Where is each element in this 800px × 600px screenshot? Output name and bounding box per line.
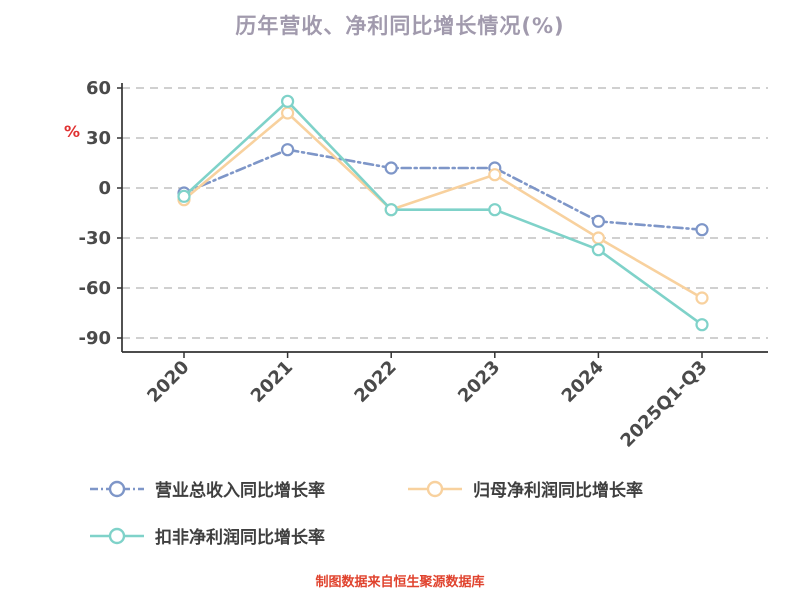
x-tick-label: 2022 — [350, 357, 400, 407]
y-tick-label: -30 — [78, 228, 111, 249]
revenue-line — [182, 148, 704, 231]
x-tick-label: 2025Q1-Q3 — [617, 357, 712, 452]
x-tick-label: 2021 — [247, 357, 297, 407]
net-profit-line — [182, 111, 704, 300]
x-tick-label: 2024 — [558, 357, 608, 407]
revenue-marker — [281, 143, 295, 157]
net-profit-marker — [591, 231, 606, 245]
y-tick-label: 0 — [98, 178, 111, 199]
net-profit-marker — [281, 106, 295, 120]
legend-item-non-recurring-net-profit: 扣非净利润同比增长率 — [88, 523, 406, 548]
non-recurring-net-profit-marker — [384, 203, 398, 217]
non-recurring-net-profit-marker — [177, 189, 191, 203]
chart-legend: 营业总收入同比增长率 归母净利润同比增长率扣非净利润同比增长率 — [88, 476, 768, 548]
legend-marker-non-recurring-net-profit — [90, 527, 144, 544]
legend-label-non-recurring-net-profit: 扣非净利润同比增长率 — [155, 528, 325, 548]
y-tick-label: -60 — [78, 278, 111, 299]
net-profit-marker — [695, 291, 709, 305]
data-source-note: 制图数据来自恒生聚源数据库 — [315, 575, 485, 590]
non-recurring-net-profit-marker — [591, 243, 606, 257]
y-tick-label: -90 — [78, 328, 111, 349]
revenue-marker — [384, 161, 398, 175]
x-tick-label: 2020 — [143, 357, 193, 407]
non-recurring-net-profit-marker — [281, 94, 295, 108]
revenue-marker — [591, 214, 606, 228]
legend-marker-net-profit — [408, 480, 462, 497]
x-tick-label: 2023 — [454, 357, 504, 407]
legend-marker-revenue — [90, 480, 144, 497]
growth-line-chart: 60 30 0 -30 -60 -90% 2020 2021 2022 2023 2024 2025Q… — [64, 78, 768, 452]
y-tick-label: 30 — [86, 128, 111, 149]
revenue-marker — [695, 223, 709, 237]
chart-title: 历年营收、净利同比增长情况(%) — [235, 14, 565, 38]
y-axis-unit-label: % — [64, 122, 80, 141]
non-recurring-net-profit-marker — [488, 203, 502, 217]
legend-label-revenue: 营业总收入同比增长率 — [155, 481, 325, 501]
net-profit-marker — [488, 168, 502, 182]
y-tick-label: 60 — [86, 78, 111, 99]
legend-item-net-profit: 归母净利润同比增长率 — [406, 476, 724, 501]
legend-item-revenue: 营业总收入同比增长率 — [88, 476, 406, 501]
legend-label-net-profit: 归母净利润同比增长率 — [473, 481, 643, 501]
non-recurring-net-profit-marker — [695, 318, 709, 332]
non-recurring-net-profit-line — [182, 99, 704, 326]
